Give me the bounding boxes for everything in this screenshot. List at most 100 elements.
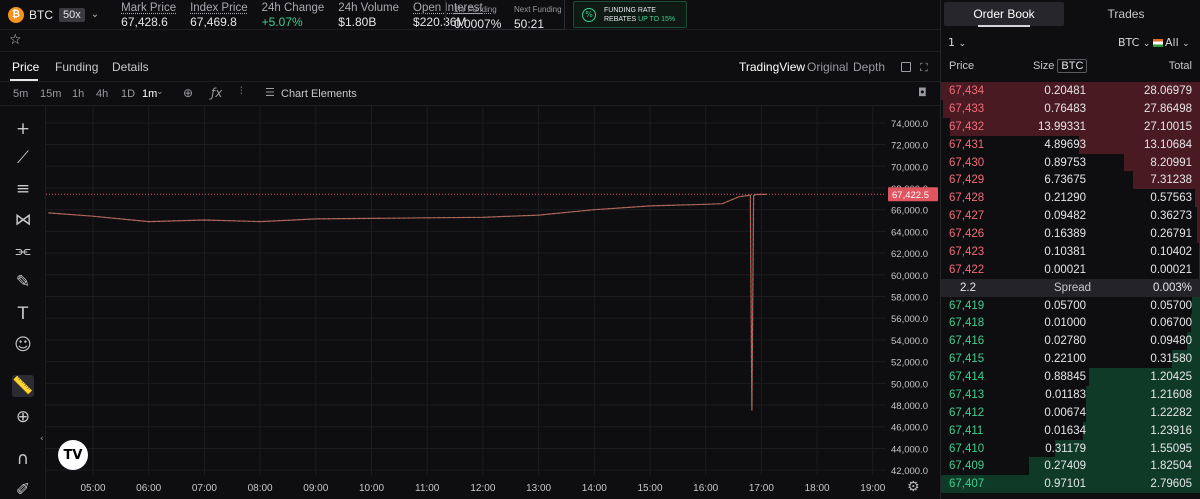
tab-details[interactable]: Details: [112, 60, 149, 74]
ask-row[interactable]: 67,431 4.89693 13.10684: [941, 135, 1200, 154]
bid-row[interactable]: 67,419 0.05700 0.05700: [941, 296, 1200, 315]
ask-row[interactable]: 67,423 0.10381 0.10402: [941, 242, 1200, 261]
add-indicator-icon[interactable]: ⊕: [183, 86, 194, 100]
fullscreen-icon[interactable]: ⛶: [920, 61, 928, 74]
bid-row[interactable]: 67,418 0.01000 0.06700: [941, 314, 1200, 333]
ask-row[interactable]: 67,430 0.89753 8.20991: [941, 153, 1200, 172]
tab-trades[interactable]: Trades: [1107, 7, 1145, 21]
emoji-icon[interactable]: ☺: [14, 335, 32, 355]
stat-mark-price[interactable]: Mark Price 67,428.6: [121, 0, 176, 29]
group-size-select[interactable]: 1 ⌄: [948, 36, 967, 49]
last-price-label: 67,422.5: [892, 190, 929, 201]
promo-highlight: UP TO 15%: [638, 15, 676, 23]
drawing-toolbar: + ⟋ ≡ ⋈ ⫘ ✎ T ☺ 📏 ⊕ ∩ ✐: [0, 106, 46, 499]
bid-row[interactable]: 67,416 0.02780 0.09480: [941, 332, 1200, 351]
star-icon[interactable]: ☆: [9, 32, 22, 48]
depth-bar: [1171, 350, 1200, 368]
ask-row[interactable]: 67,433 0.76483 27.86498: [941, 99, 1200, 118]
bid-row[interactable]: 67,410 0.31179 1.55095: [941, 439, 1200, 458]
bid-row[interactable]: 67,413 0.01183 1.21608: [941, 385, 1200, 404]
bid-row[interactable]: 67,412 0.00674 1.22282: [941, 403, 1200, 422]
view-tradingview[interactable]: TradingView: [739, 60, 806, 74]
collapse-toolbar-icon[interactable]: ‹: [40, 434, 44, 444]
ask-row[interactable]: 67,432 13.99331 27.10015: [941, 117, 1200, 136]
tab-order-book[interactable]: Order Book: [944, 2, 1064, 27]
funding-rebate-banner[interactable]: % FUNDING RATE REBATES UP TO 15%: [573, 1, 687, 28]
timeframe-1m[interactable]: 1m: [142, 88, 158, 100]
function-icon[interactable]: ƒx: [211, 86, 223, 100]
ask-price: 67,426: [949, 228, 985, 240]
ask-row[interactable]: 67,426 0.16389 0.26791: [941, 225, 1200, 243]
horizontal-lines-icon[interactable]: ≡: [15, 179, 31, 199]
time-axis[interactable]: 05:00 06:00 07:00 08:00 09:00 10:00 11:00 12:00…: [46, 475, 886, 499]
text-icon[interactable]: T: [17, 304, 29, 324]
chart-canvas[interactable]: [46, 106, 886, 475]
ask-row[interactable]: 67,422 0.00021 0.00021: [941, 260, 1200, 279]
ask-row[interactable]: 67,428 0.21290 0.57563: [941, 189, 1200, 208]
ask-total: 27.10015: [1144, 120, 1192, 133]
unit-select[interactable]: BTC ⌄: [1118, 36, 1151, 49]
bid-row[interactable]: 67,414 0.88845 1.20425: [941, 368, 1200, 386]
ruler-icon[interactable]: 📏: [12, 375, 34, 397]
chart-elements-icon[interactable]: ☰: [265, 86, 275, 99]
bid-total: 1.22282: [1150, 406, 1192, 419]
gear-icon[interactable]: ⚙: [907, 479, 920, 495]
chevron-down-icon[interactable]: ⌄: [90, 9, 100, 20]
price-tick-label: 50,000.0: [891, 379, 928, 390]
depth-bar: [1029, 457, 1200, 476]
stat-index-price[interactable]: Index Price 67,469.8: [190, 0, 248, 29]
ask-size: 0.16389: [1044, 228, 1086, 240]
depth-bar: [1196, 207, 1200, 225]
chart-tabs: Price Funding Details TradingView Origin…: [0, 52, 940, 82]
ask-row[interactable]: 67,434 0.20481 28.06979: [941, 82, 1200, 100]
bid-row[interactable]: 67,415 0.22100 0.31580: [941, 350, 1200, 368]
stat-open-interest[interactable]: Open Interest $220.36M: [413, 0, 483, 29]
ask-row[interactable]: 67,429 6.73675 7.31238: [941, 171, 1200, 190]
zoom-icon[interactable]: ⊕: [15, 407, 31, 427]
bid-row[interactable]: 67,407 0.97101 2.79605: [941, 475, 1200, 494]
asset-selector[interactable]: ₿ BTC 50x ⌄: [0, 0, 99, 29]
trendline-icon[interactable]: ⟋: [17, 148, 29, 168]
timeframe-1d[interactable]: 1D: [121, 88, 136, 100]
tradingview-logo[interactable]: TV: [58, 440, 88, 470]
view-depth[interactable]: Depth: [853, 60, 886, 74]
candle-type-icon[interactable]: ⫶: [240, 86, 243, 97]
timeframe-4h[interactable]: 4h: [96, 88, 109, 100]
view-original[interactable]: Original: [807, 60, 849, 74]
brush-icon[interactable]: ✎: [15, 272, 31, 292]
bid-size: 0.01634: [1044, 424, 1086, 437]
chevron-down-icon[interactable]: ⌄: [156, 87, 164, 97]
bid-row[interactable]: 67,411 0.01634 1.23916: [941, 421, 1200, 440]
pattern-icon[interactable]: ⋈: [14, 210, 32, 230]
timeframe-15m[interactable]: 15m: [40, 88, 62, 100]
ask-price: 67,423: [949, 245, 985, 258]
timeframe-1h[interactable]: 1h: [72, 88, 85, 100]
tab-funding[interactable]: Funding: [55, 60, 99, 74]
order-book-panel: Order Book Trades 1 ⌄ BTC ⌄ All ⌄ Price …: [940, 0, 1200, 499]
bid-price: 67,410: [949, 442, 985, 455]
timeframe-5m[interactable]: 5m: [13, 88, 29, 100]
header-size: Size BTC: [1033, 59, 1088, 73]
ask-total: 13.10684: [1144, 138, 1192, 151]
bid-size: 0.00674: [1044, 406, 1086, 419]
bid-row[interactable]: 67,409 0.27409 1.82504: [941, 457, 1200, 476]
size-unit-tag[interactable]: BTC: [1057, 59, 1088, 73]
chevron-down-icon: ⌄: [958, 39, 967, 49]
crosshair-icon[interactable]: +: [15, 119, 31, 139]
ask-row[interactable]: 67,427 0.09482 0.36273: [941, 207, 1200, 225]
pencil-lock-icon[interactable]: ✐: [15, 480, 31, 499]
camera-icon[interactable]: ◘: [918, 86, 927, 99]
tab-price[interactable]: Price: [12, 60, 40, 74]
leverage-badge[interactable]: 50x: [59, 7, 85, 22]
chart-elements-button[interactable]: Chart Elements: [281, 88, 357, 100]
price-tick-label: 74,000.0: [891, 119, 928, 130]
price-axis[interactable]: 42,000.0 44,000.0 46,000.0 48,000.0 50,000.0…: [886, 106, 940, 477]
filter-select[interactable]: All ⌄: [1153, 36, 1190, 49]
layout-icon[interactable]: [901, 62, 911, 72]
market-stats: Mark Price 67,428.6 Index Price 67,469.8 24h…: [99, 0, 483, 29]
price-chart[interactable]: [46, 106, 886, 475]
fib-icon[interactable]: ⫘: [15, 241, 31, 261]
bid-size: 0.22100: [1044, 353, 1086, 366]
magnet-icon[interactable]: ∩: [16, 449, 30, 469]
bid-size: 0.97101: [1044, 478, 1086, 491]
